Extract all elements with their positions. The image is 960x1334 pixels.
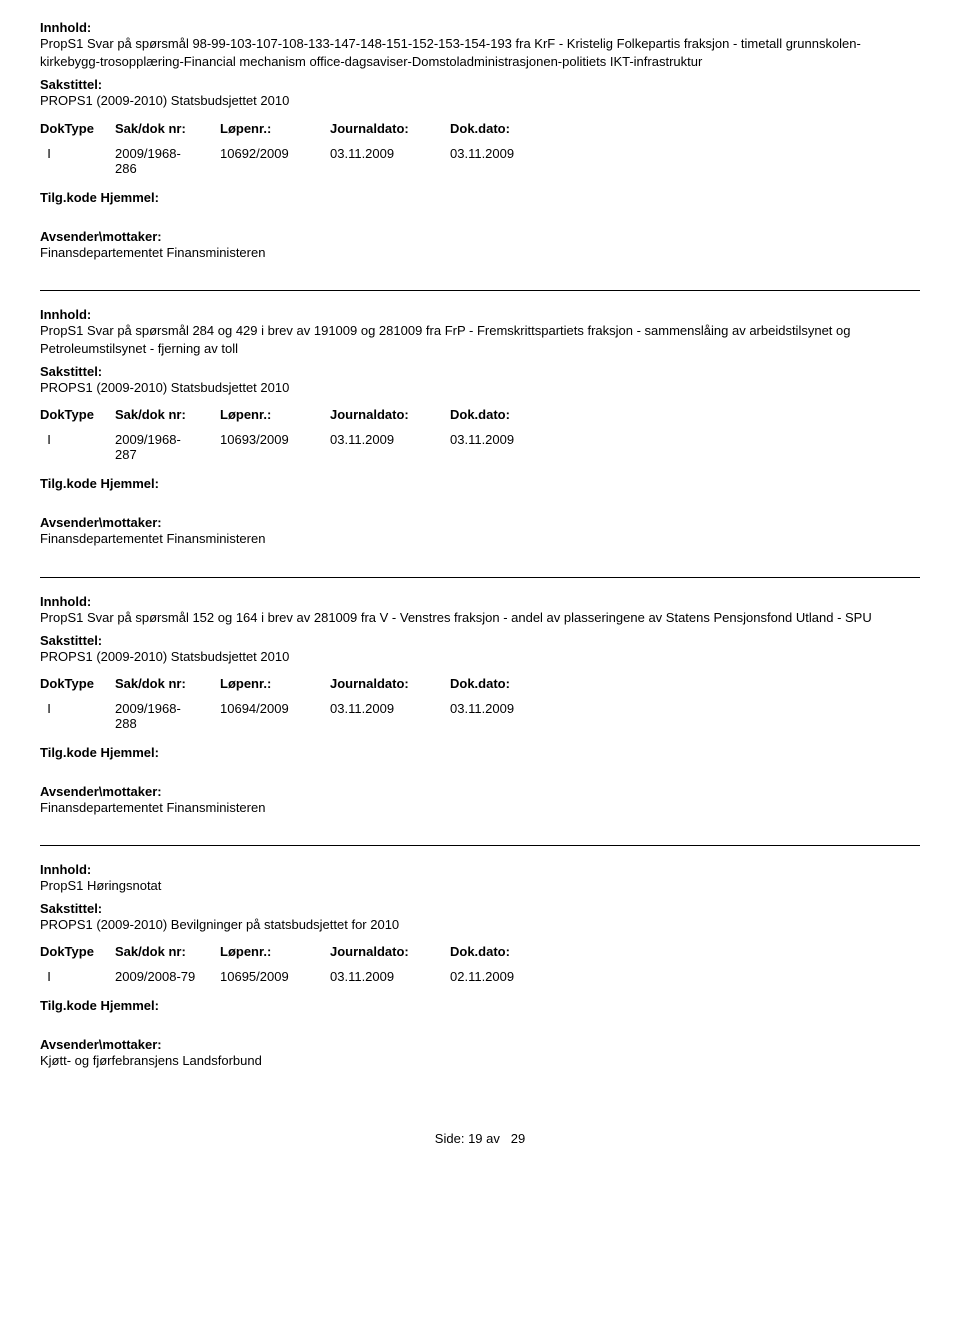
tilgkode-label: Tilg.kode (40, 190, 97, 205)
record: Innhold:PropS1 Svar på spørsmål 152 og 1… (40, 594, 920, 847)
page-current: 19 (468, 1131, 482, 1146)
journaldato-value: 03.11.2009 (330, 701, 450, 731)
sakdoknr-value: 2009/2008-79 (115, 969, 220, 984)
sakdoknr-value: 2009/1968-287 (115, 432, 220, 462)
doktype-header: DokType (40, 407, 115, 422)
dokdato-header: Dok.dato: (450, 121, 570, 136)
sakstittel-text: PROPS1 (2009-2010) Statsbudsjettet 2010 (40, 92, 920, 110)
record-separator (40, 290, 920, 291)
hjemmel-label: Hjemmel: (100, 190, 159, 205)
record-separator (40, 577, 920, 578)
journaldato-value: 03.11.2009 (330, 432, 450, 462)
hjemmel-label: Hjemmel: (100, 745, 159, 760)
doktype-value: I (40, 432, 115, 462)
header-row: DokTypeSak/dok nr:Løpenr.:Journaldato:Do… (40, 944, 920, 959)
doktype-header: DokType (40, 676, 115, 691)
doktype-value: I (40, 701, 115, 731)
sakdoknr-value: 2009/1968-286 (115, 146, 220, 176)
sakdoknr-value: 2009/1968-288 (115, 701, 220, 731)
dokdato-value: 03.11.2009 (450, 146, 570, 176)
record: Innhold:PropS1 Svar på spørsmål 98-99-10… (40, 20, 920, 291)
value-row: I2009/1968-28710693/200903.11.200903.11.… (40, 432, 920, 462)
sakstittel-text: PROPS1 (2009-2010) Statsbudsjettet 2010 (40, 648, 920, 666)
journaldato-value: 03.11.2009 (330, 969, 450, 984)
sakdoknr-header: Sak/dok nr: (115, 407, 220, 422)
lopenr-header: Løpenr.: (220, 121, 330, 136)
side-label: Side: (435, 1131, 465, 1146)
dokdato-header: Dok.dato: (450, 944, 570, 959)
record: Innhold:PropS1 Høringsnotat Sakstittel:PR… (40, 862, 920, 1071)
hjemmel-label: Hjemmel: (100, 998, 159, 1013)
tilgkode-hjemmel-row: Tilg.kode Hjemmel: (40, 998, 920, 1013)
sakstittel-label: Sakstittel: (40, 901, 920, 916)
value-row: I2009/1968-28810694/200903.11.200903.11.… (40, 701, 920, 731)
record-separator (40, 845, 920, 846)
sakstittel-label: Sakstittel: (40, 77, 920, 92)
avsender-text: Finansdepartementet Finansministeren (40, 530, 920, 548)
avsender-text: Finansdepartementet Finansministeren (40, 244, 920, 262)
avsender-text: Kjøtt- og fjørfebransjens Landsforbund (40, 1052, 920, 1070)
header-row: DokTypeSak/dok nr:Løpenr.:Journaldato:Do… (40, 407, 920, 422)
doktype-value: I (40, 146, 115, 176)
lopenr-header: Løpenr.: (220, 676, 330, 691)
dokdato-header: Dok.dato: (450, 676, 570, 691)
page-footer: Side: 19 av 29 (40, 1131, 920, 1146)
journaldato-header: Journaldato: (330, 121, 450, 136)
journaldato-value: 03.11.2009 (330, 146, 450, 176)
sakstittel-text: PROPS1 (2009-2010) Bevilgninger på stats… (40, 916, 920, 934)
dokdato-header: Dok.dato: (450, 407, 570, 422)
avsender-label: Avsender\mottaker: (40, 784, 920, 799)
doktype-header: DokType (40, 944, 115, 959)
journaldato-header: Journaldato: (330, 676, 450, 691)
avsender-label: Avsender\mottaker: (40, 229, 920, 244)
innhold-text: PropS1 Svar på spørsmål 284 og 429 i bre… (40, 322, 920, 358)
sakdoknr-header: Sak/dok nr: (115, 944, 220, 959)
innhold-label: Innhold: (40, 307, 920, 322)
sakdoknr-header: Sak/dok nr: (115, 121, 220, 136)
dokdato-value: 02.11.2009 (450, 969, 570, 984)
tilgkode-hjemmel-row: Tilg.kode Hjemmel: (40, 745, 920, 760)
lopenr-value: 10695/2009 (220, 969, 330, 984)
page-of: av (486, 1131, 500, 1146)
lopenr-value: 10694/2009 (220, 701, 330, 731)
avsender-text: Finansdepartementet Finansministeren (40, 799, 920, 817)
tilgkode-label: Tilg.kode (40, 998, 97, 1013)
innhold-text: PropS1 Høringsnotat (40, 877, 920, 895)
header-row: DokTypeSak/dok nr:Løpenr.:Journaldato:Do… (40, 676, 920, 691)
sakstittel-text: PROPS1 (2009-2010) Statsbudsjettet 2010 (40, 379, 920, 397)
sakdoknr-header: Sak/dok nr: (115, 676, 220, 691)
sakstittel-label: Sakstittel: (40, 633, 920, 648)
avsender-label: Avsender\mottaker: (40, 515, 920, 530)
innhold-label: Innhold: (40, 594, 920, 609)
innhold-label: Innhold: (40, 862, 920, 877)
tilgkode-label: Tilg.kode (40, 476, 97, 491)
doktype-value: I (40, 969, 115, 984)
journaldato-header: Journaldato: (330, 944, 450, 959)
avsender-label: Avsender\mottaker: (40, 1037, 920, 1052)
value-row: I2009/1968-28610692/200903.11.200903.11.… (40, 146, 920, 176)
header-row: DokTypeSak/dok nr:Løpenr.:Journaldato:Do… (40, 121, 920, 136)
lopenr-header: Løpenr.: (220, 944, 330, 959)
record: Innhold:PropS1 Svar på spørsmål 284 og 4… (40, 307, 920, 578)
page-total: 29 (511, 1131, 525, 1146)
lopenr-value: 10692/2009 (220, 146, 330, 176)
value-row: I2009/2008-7910695/200903.11.200902.11.2… (40, 969, 920, 984)
journaldato-header: Journaldato: (330, 407, 450, 422)
innhold-text: PropS1 Svar på spørsmål 98-99-103-107-10… (40, 35, 920, 71)
tilgkode-hjemmel-row: Tilg.kode Hjemmel: (40, 190, 920, 205)
hjemmel-label: Hjemmel: (100, 476, 159, 491)
dokdato-value: 03.11.2009 (450, 432, 570, 462)
lopenr-value: 10693/2009 (220, 432, 330, 462)
innhold-label: Innhold: (40, 20, 920, 35)
doktype-header: DokType (40, 121, 115, 136)
sakstittel-label: Sakstittel: (40, 364, 920, 379)
dokdato-value: 03.11.2009 (450, 701, 570, 731)
tilgkode-label: Tilg.kode (40, 745, 97, 760)
innhold-text: PropS1 Svar på spørsmål 152 og 164 i bre… (40, 609, 920, 627)
tilgkode-hjemmel-row: Tilg.kode Hjemmel: (40, 476, 920, 491)
lopenr-header: Løpenr.: (220, 407, 330, 422)
